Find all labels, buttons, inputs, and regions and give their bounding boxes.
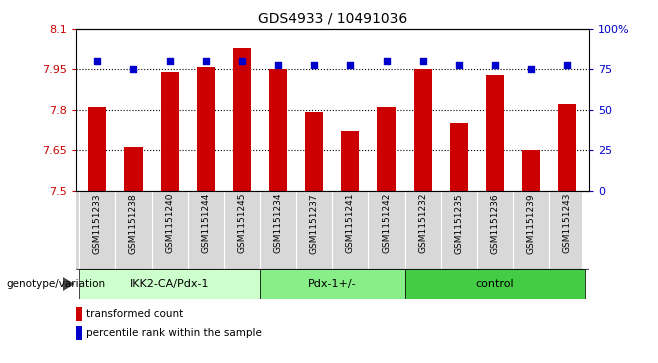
Point (345, 62, 355, 68)
Text: genotype/variation: genotype/variation (7, 279, 106, 289)
Point (417, 58, 428, 64)
Point (453, 62, 464, 68)
Point (309, 62, 320, 68)
Text: IKK2-CA/Pdx-1: IKK2-CA/Pdx-1 (130, 279, 209, 289)
Bar (76, 326, 82, 340)
Point (490, 62, 500, 68)
Polygon shape (63, 277, 74, 291)
Point (201, 58, 211, 64)
Text: GSM1151235: GSM1151235 (454, 193, 463, 253)
Bar (378, 107, 395, 191)
Bar (405, 269, 586, 299)
Point (562, 62, 572, 68)
Text: GSM1151244: GSM1151244 (201, 193, 211, 253)
Text: GSM1151238: GSM1151238 (129, 193, 138, 253)
Bar (450, 123, 468, 191)
Bar (305, 113, 323, 191)
Bar (76, 307, 82, 321)
Bar (522, 150, 540, 191)
Point (164, 58, 175, 64)
Point (128, 66, 139, 72)
Text: GSM1151239: GSM1151239 (526, 193, 536, 253)
Bar (260, 269, 405, 299)
Text: Pdx-1+/-: Pdx-1+/- (308, 279, 357, 289)
Text: GSM1151240: GSM1151240 (165, 193, 174, 253)
Bar (342, 131, 359, 191)
Text: GSM1151232: GSM1151232 (418, 193, 427, 253)
Text: GSM1151237: GSM1151237 (310, 193, 318, 253)
Text: GSM1151242: GSM1151242 (382, 193, 391, 253)
Bar (269, 69, 287, 191)
Text: control: control (476, 279, 515, 289)
Title: GDS4933 / 10491036: GDS4933 / 10491036 (258, 11, 407, 25)
Bar (161, 72, 179, 191)
Text: GSM1151233: GSM1151233 (93, 193, 102, 253)
Bar (88, 107, 107, 191)
Text: GSM1151243: GSM1151243 (563, 193, 572, 253)
Point (381, 58, 392, 64)
Text: GSM1151234: GSM1151234 (274, 193, 282, 253)
Text: percentile rank within the sample: percentile rank within the sample (86, 328, 263, 338)
Bar (197, 67, 215, 191)
Bar (79, 269, 260, 299)
Text: transformed count: transformed count (86, 309, 184, 319)
Bar (233, 48, 251, 191)
Point (526, 66, 536, 72)
Bar (124, 147, 143, 191)
Point (273, 62, 284, 68)
Point (92, 58, 103, 64)
Text: GSM1151241: GSM1151241 (346, 193, 355, 253)
Text: GSM1151236: GSM1151236 (490, 193, 499, 253)
Bar (414, 69, 432, 191)
Text: GSM1151245: GSM1151245 (238, 193, 247, 253)
Point (237, 58, 247, 64)
Bar (486, 75, 504, 191)
Bar (558, 105, 576, 191)
